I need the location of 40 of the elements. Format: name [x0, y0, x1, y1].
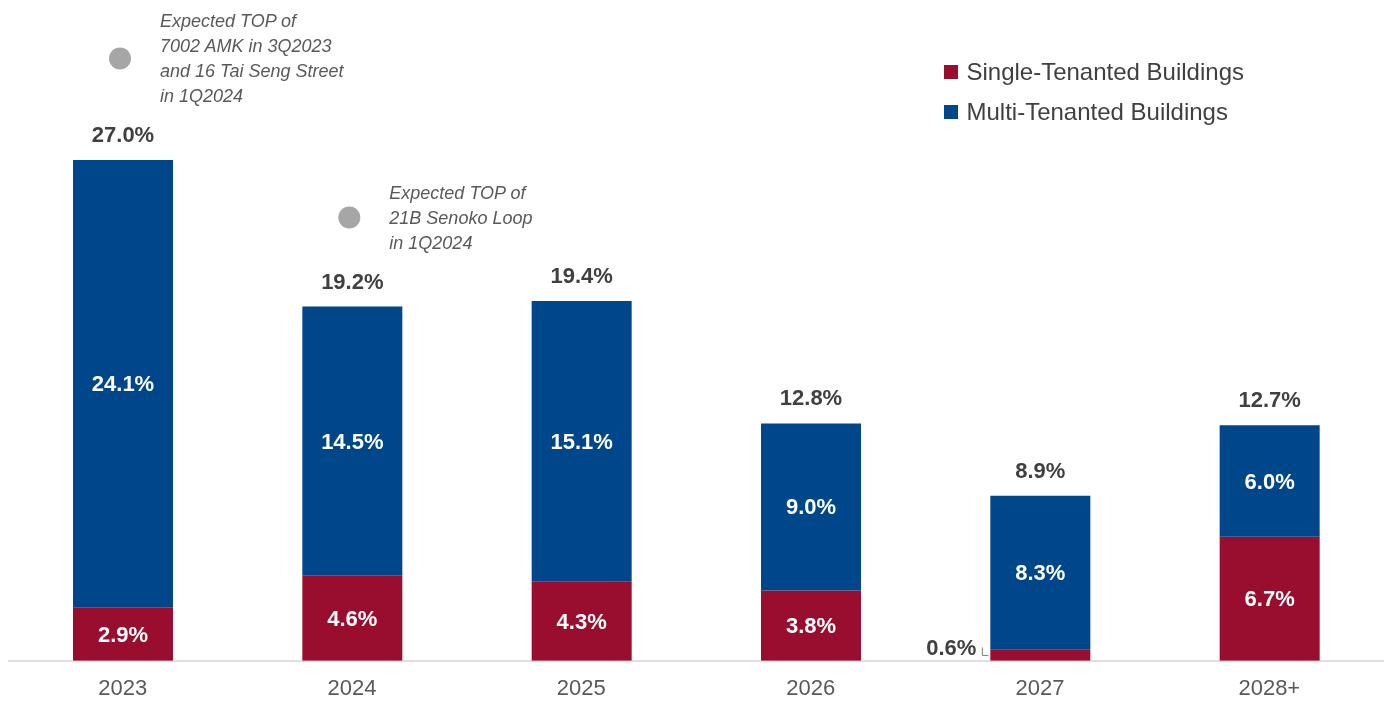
bar — [761, 590, 861, 661]
legend-label: Single-Tenanted Buildings — [966, 57, 1244, 87]
annotation: Expected TOP of 21B Senoko Loop in 1Q2024 — [388, 182, 533, 253]
x-tick-label: 2025 — [556, 674, 606, 700]
data-label: 6.7% — [1244, 586, 1295, 612]
total-label: 19.2% — [321, 268, 384, 294]
data-label: 6.0% — [1244, 468, 1295, 494]
legend-label: Multi-Tenanted Buildings — [966, 97, 1228, 127]
data-label: 3.8% — [785, 613, 837, 639]
bar — [761, 423, 861, 591]
data-label: 14.5% — [321, 428, 384, 454]
data-label: 24.1% — [91, 371, 155, 397]
data-label: 2.9% — [97, 621, 149, 647]
bar — [73, 160, 173, 608]
data-label: 0.6% — [926, 634, 977, 660]
bar — [531, 581, 632, 661]
total-label: 12.8% — [779, 385, 843, 411]
data-label: 8.3% — [1015, 560, 1066, 586]
data-label: 4.6% — [327, 605, 378, 631]
bar — [302, 306, 403, 576]
bar — [990, 495, 1091, 650]
bar — [531, 301, 632, 582]
x-tick-label: 2023 — [98, 674, 148, 700]
total-label: 19.4% — [550, 263, 613, 289]
x-tick-label: 2027 — [1015, 674, 1065, 700]
total-label: 12.7% — [1238, 387, 1301, 413]
bar — [1219, 425, 1320, 537]
x-tick-label: 2026 — [786, 674, 836, 700]
bar — [1219, 536, 1320, 661]
data-label: 9.0% — [785, 494, 837, 520]
bar — [302, 575, 403, 661]
bar — [73, 607, 173, 661]
x-tick-label: 2024 — [327, 674, 377, 700]
data-label: 15.1% — [550, 428, 613, 454]
total-label: 27.0% — [91, 122, 155, 147]
total-label: 8.9% — [1015, 457, 1066, 483]
text: Expected TOP of 7002 AMK in 3Q2023 and 16 Tai Seng Street in 1Q2024 — [160, 11, 345, 106]
data-label: 4.3% — [556, 608, 607, 634]
bar — [990, 649, 1091, 661]
x-tick-label: 2028+ — [1238, 674, 1301, 700]
